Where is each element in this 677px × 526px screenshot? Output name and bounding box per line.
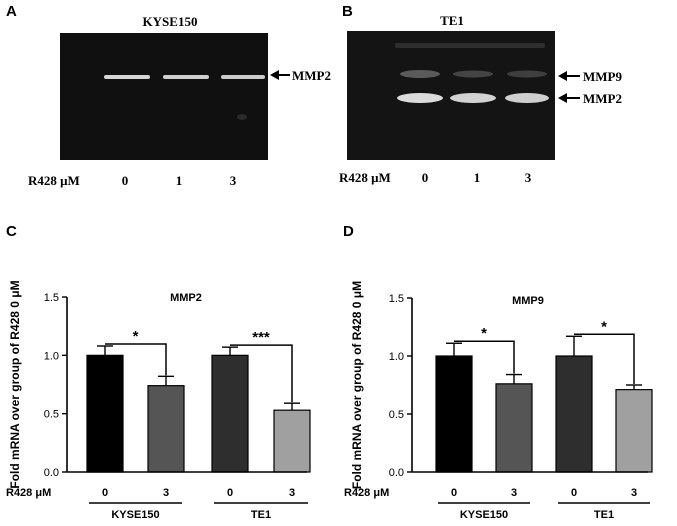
chart-title: MMP2 <box>170 292 202 304</box>
bar <box>615 389 653 473</box>
gel-b-band-mmp9-lane-0 <box>400 70 440 78</box>
gel-b-mmp9-arrow <box>558 71 580 81</box>
y-tick-label: 0.0 <box>44 467 59 479</box>
y-tick-label: 1.0 <box>44 350 59 362</box>
bar-chart-mmp9: 0.0 0.5 1.0 1.5 Fold mRNA over group of R428… <box>344 281 653 521</box>
gel-a-dose-label: R428 μM <box>28 173 80 188</box>
gel-a-artifact-spot <box>237 114 247 120</box>
y-axis-label: Fold mRNA over group of R428 0 μM <box>350 281 364 489</box>
x-category-label: 3 <box>511 487 517 499</box>
gel-a-image <box>60 33 268 160</box>
gel-b-mmp2-arrow <box>558 93 580 103</box>
gel-b-dose-3: 3 <box>525 170 532 185</box>
gel-b-band-mmp9-lane-1 <box>453 70 493 78</box>
significance-label: *** <box>252 329 270 346</box>
gel-a-band-lane-3 <box>221 75 265 79</box>
y-axis-label: Fold mRNA over group of R428 0 μM <box>8 280 22 488</box>
gel-b-band-mmp2-lane-1 <box>450 93 496 103</box>
gel-b-band-mmp9-lane-3 <box>507 70 547 78</box>
y-tick-label: 1.0 <box>389 351 404 363</box>
gel-a-band-lane-1 <box>163 75 209 79</box>
y-tick-label: 0.5 <box>44 409 59 421</box>
gel-a-dose-1: 1 <box>176 173 183 188</box>
panel-letter-a: A <box>6 3 17 20</box>
x-dose-prefix: R428 μM <box>6 487 51 499</box>
significance-bracket <box>230 344 293 403</box>
y-tick-label: 1.5 <box>389 293 404 305</box>
gel-b-title: TE1 <box>440 13 464 28</box>
chart-title: MMP9 <box>512 295 544 307</box>
x-category-label: 0 <box>451 487 457 499</box>
bar <box>495 383 533 473</box>
bar <box>273 409 311 473</box>
gel-b-dose-1: 1 <box>474 170 481 185</box>
gel-b-band-mmp2-lane-3 <box>505 93 549 103</box>
x-category-label: 3 <box>289 487 295 499</box>
x-category-label: 3 <box>163 487 169 499</box>
bar <box>555 355 593 473</box>
gel-a-mmp2-arrow <box>270 70 290 80</box>
group-label: TE1 <box>251 509 271 521</box>
significance-label: * <box>601 318 607 335</box>
gel-b-top-smear <box>395 43 545 48</box>
group-label: KYSE150 <box>111 509 159 521</box>
group-label: KYSE150 <box>460 509 508 521</box>
significance-bracket <box>574 333 635 384</box>
x-category-label: 0 <box>227 487 233 499</box>
group-label: TE1 <box>594 509 614 521</box>
gel-b-dose-label: R428 μM <box>339 170 391 185</box>
significance-label: * <box>481 325 487 342</box>
gel-a-title: KYSE150 <box>143 14 198 29</box>
gel-b-band-label-mmp9: MMP9 <box>583 69 622 84</box>
gel-b-dose-0: 0 <box>422 170 429 185</box>
bar <box>147 385 185 473</box>
significance-bracket <box>454 340 515 374</box>
panel-letter-d: D <box>343 223 354 240</box>
bar <box>211 354 249 473</box>
panel-letter-c: C <box>6 223 17 240</box>
x-category-label: 0 <box>571 487 577 499</box>
x-dose-prefix: R428 μM <box>344 487 389 499</box>
y-tick-label: 0.5 <box>389 409 404 421</box>
x-category-label: 0 <box>102 487 108 499</box>
gel-a-band-label-mmp2: MMP2 <box>292 68 331 83</box>
gel-b-band-mmp2-lane-0 <box>397 93 443 103</box>
y-tick-label: 0.0 <box>389 467 404 479</box>
gel-b-band-label-mmp2: MMP2 <box>583 91 622 106</box>
significance-label: * <box>133 328 139 345</box>
bar-chart-mmp2: 0.0 0.5 1.0 1.5 Fold mRNA over group of R428… <box>6 280 311 521</box>
significance-bracket <box>105 343 167 376</box>
x-category-label: 3 <box>631 487 637 499</box>
gel-a-dose-0: 0 <box>122 173 129 188</box>
bar <box>86 354 124 473</box>
bar <box>435 355 473 473</box>
gel-a-band-lane-0 <box>104 75 150 79</box>
gel-a-dose-3: 3 <box>230 173 237 188</box>
y-tick-label: 1.5 <box>44 292 59 304</box>
panel-letter-b: B <box>342 3 353 20</box>
